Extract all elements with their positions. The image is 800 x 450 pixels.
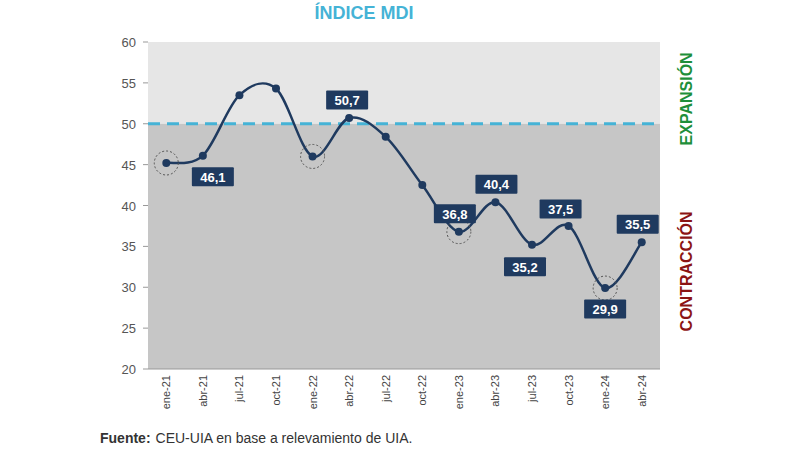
point [601,284,609,292]
highlight-circle [447,220,471,244]
expansion-zone [148,42,660,124]
x-tick-label: abr-23 [489,375,501,407]
point [638,238,646,246]
data-label: 46,1 [200,170,225,185]
point [345,114,353,122]
y-tick-label: 30 [122,280,136,295]
point [272,85,280,93]
y-tick-label: 45 [122,158,136,173]
point [309,152,317,160]
y-tick [143,246,148,247]
x-tick-label: jul-22 [380,375,392,403]
plot-area [154,83,645,300]
data-label: 50,7 [334,93,359,108]
y-tick [143,82,148,83]
data-label: 37,5 [548,202,573,217]
y-tick [143,328,148,329]
x-tick-label: jul-23 [526,375,538,403]
source: Fuente: CEU-UIA en base a relevamiento de… [100,430,412,446]
point [565,222,573,230]
data-label-box [475,175,517,194]
y-tick [143,205,148,206]
point [235,91,243,99]
y-tick-label: 20 [122,362,136,377]
data-label-box [192,167,234,186]
point [455,228,463,236]
highlight-circle [593,276,617,300]
x-tick-label: ene-24 [599,375,611,409]
y-tick-label: 60 [122,35,136,50]
x-tick-label: ene-21 [160,375,172,409]
y-tick-label: 40 [122,199,136,214]
data-label: 29,9 [592,302,617,317]
chart: ÍNDICE MDI 20 25 30 35 40 45 50 55 60 ene-21 abr-21… [0,0,800,450]
y-tick [143,287,148,288]
y-tick [143,164,148,165]
y-tick-label: 25 [122,321,136,336]
x-axis [148,369,660,370]
point [162,159,170,167]
x-tick-label: oct-23 [563,375,575,406]
data-label: 40,4 [484,177,510,192]
annotation-contraction: CONTRACCIÓN [677,211,695,331]
x-tick-label: jul-21 [233,375,245,403]
x-tick-label: abr-24 [636,375,648,407]
x-tick-label: ene-22 [307,375,319,409]
title: ÍNDICE MDI [315,2,414,23]
data-label: 35,5 [625,217,650,232]
point [382,133,390,141]
mdi-line [166,83,641,288]
data-label: 35,2 [512,260,537,275]
x-tick-label: abr-21 [197,375,209,407]
y-tick [143,42,148,43]
point [491,198,499,206]
x-tick-label: ene-23 [453,375,465,409]
highlight-circle [301,144,325,168]
x-tick-label: oct-22 [416,375,428,406]
reference-line [148,122,660,125]
x-tick-label: oct-21 [270,375,282,406]
point [528,241,536,249]
source-text: CEU-UIA en base a relevamiento de UIA. [156,430,413,446]
point [199,152,207,160]
y-tick-label: 55 [122,76,136,91]
y-tick-label: 50 [122,117,136,132]
data-label-box [326,91,368,110]
data-label-box [540,199,582,218]
source-label: Fuente: [100,430,151,446]
y-tick [143,369,148,370]
x-tick-label: abr-22 [343,375,355,407]
data-label-box [584,300,626,319]
data-label-box [504,257,546,276]
data-label-box [617,215,659,234]
annotation-expansion: EXPANSIÓN [677,52,695,145]
highlight-circle [154,151,178,175]
y-tick-label: 35 [122,239,136,254]
data-label: 36,8 [442,207,467,222]
data-label-box [434,204,476,223]
y-tick [143,123,148,124]
point [418,181,426,189]
